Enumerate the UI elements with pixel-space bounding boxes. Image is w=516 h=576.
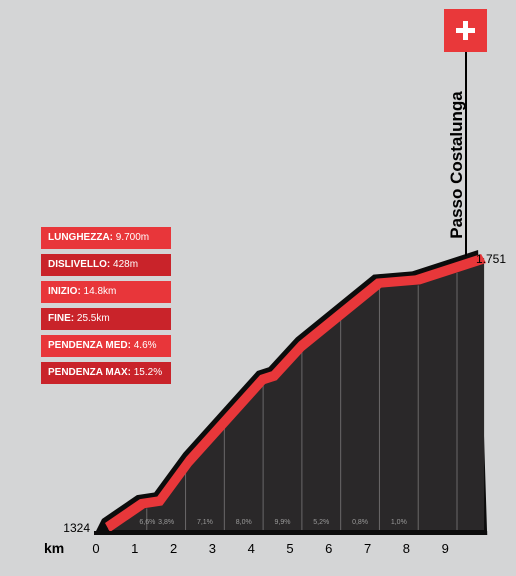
stat-value: 25.5km [74,313,110,324]
profile-area [108,258,485,530]
segment-gradient-label: 9,9% [275,519,291,526]
x-tick-label: 4 [248,541,255,556]
climb-stats-panel: LUNGHEZZA: 9.700m DISLIVELLO: 428m INIZIO:… [41,227,171,389]
x-axis-label: km [44,540,64,556]
summit-name-text: Passo Costalunga [447,91,466,239]
stat-value: 15.2% [130,367,163,378]
segment-gradient-label: 5,2% [313,519,329,526]
stat-key: FINE: [48,313,75,324]
x-tick-label: 9 [442,541,449,556]
stat-value: 14.8km [80,286,117,297]
x-tick-label: 2 [170,541,177,556]
stat-row: INIZIO: 14.8km [41,281,171,303]
stat-key: LUNGHEZZA: [48,232,113,243]
stat-key: DISLIVELLO: [48,259,111,270]
stat-row: DISLIVELLO: 428m [41,254,171,276]
x-tick-label: 5 [286,541,293,556]
stat-key: PENDENZA MAX: [48,367,131,378]
stat-value: 428m [110,259,139,270]
segment-gradient-label: 1,0% [391,519,407,526]
x-tick-label: 6 [325,541,332,556]
stat-row: PENDENZA MED: 4.6% [41,335,171,357]
stat-row: FINE: 25.5km [41,308,171,330]
swiss-flag-icon [444,9,487,52]
segment-gradient-label: 6,6% [139,519,155,526]
road-band [105,254,487,532]
stat-value: 9.700m [113,232,150,243]
stat-key: PENDENZA MED: [48,340,131,351]
segment-gradient-label: 8,0% [236,519,252,526]
x-tick-label: 3 [209,541,216,556]
stat-key: INIZIO: [48,286,81,297]
stat-row: PENDENZA MAX: 15.2% [41,362,171,384]
segment-gradient-label: 7,1% [197,519,213,526]
x-tick-label: 1 [131,541,138,556]
summit-elevation-label: 1.751 [476,252,506,266]
segment-gradient-label: 3,8% [158,519,174,526]
stat-value: 4.6% [130,340,157,351]
start-elevation-label: 1324 [63,521,90,535]
segment-gradient-label: 0,8% [352,519,368,526]
x-tick-label: 0 [92,541,99,556]
x-tick-label: 8 [403,541,410,556]
stat-row: LUNGHEZZA: 9.700m [41,227,171,249]
x-tick-label: 7 [364,541,371,556]
